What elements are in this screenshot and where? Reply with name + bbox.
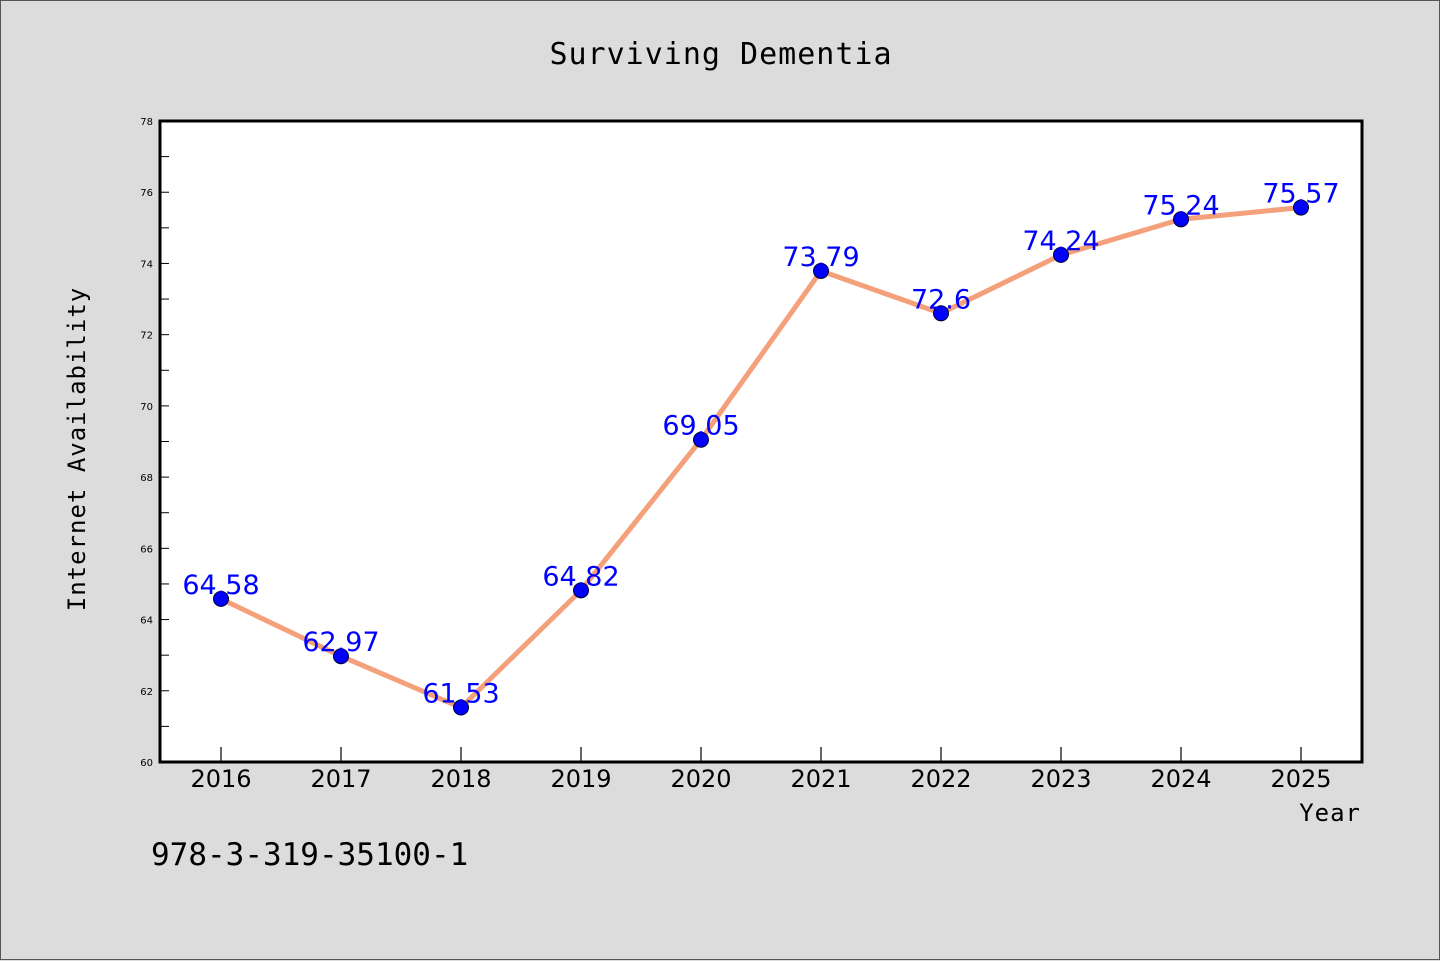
series-line <box>218 205 1304 711</box>
data-label: 61.53 <box>422 679 499 710</box>
y-tick-label: 70 <box>140 402 153 413</box>
x-axis-label: Year <box>1299 799 1361 827</box>
data-label: 75.24 <box>1142 190 1219 221</box>
y-tick-label: 60 <box>140 758 153 769</box>
chart-title: Surviving Dementia <box>549 37 892 72</box>
x-tick-label: 2020 <box>670 765 731 793</box>
y-tick-label: 76 <box>140 188 153 199</box>
data-point <box>1173 211 1189 228</box>
data-point <box>1293 199 1309 216</box>
y-tick-label: 66 <box>140 544 153 555</box>
data-label: 74.24 <box>1022 226 1099 257</box>
y-tick-label: 74 <box>140 259 153 270</box>
x-tick-label: 2023 <box>1030 765 1091 793</box>
data-point <box>453 699 469 716</box>
data-point <box>213 590 229 607</box>
x-tick-label: 2024 <box>1150 765 1211 793</box>
data-label: 69.05 <box>662 411 739 442</box>
data-point <box>333 648 349 665</box>
y-tick-label: 68 <box>140 473 153 484</box>
y-tick-label: 78 <box>140 117 153 128</box>
y-tick-label: 72 <box>140 331 153 342</box>
data-label: 64.82 <box>542 561 619 592</box>
x-tick-label: 2017 <box>310 765 371 793</box>
data-point <box>573 582 589 599</box>
y-tick-label: 64 <box>140 616 153 627</box>
y-axis: 60 62 64 66 68 70 72 74 76 78 <box>140 117 169 769</box>
x-tick-label: 2021 <box>790 765 851 793</box>
x-axis: 2016 2017 2018 2019 2020 2021 2022 2023 2024 2025 <box>190 747 1332 793</box>
footer-isbn-text: 978-3-319-35100-1 <box>151 837 468 873</box>
x-tick-label: 2018 <box>430 765 491 793</box>
plot-area <box>158 119 1364 764</box>
x-tick-label: 2019 <box>550 765 611 793</box>
data-label: 72.6 <box>911 284 971 315</box>
data-point <box>1053 246 1069 263</box>
data-label: 73.79 <box>782 242 859 273</box>
data-point <box>933 305 949 322</box>
data-point <box>693 431 709 448</box>
data-label: 75.57 <box>1262 179 1339 210</box>
x-tick-label: 2022 <box>910 765 971 793</box>
series-layer: 64.58 62.97 61.53 64.82 69.05 73.79 72.6 74.24 7… <box>182 179 1340 716</box>
y-tick-label: 62 <box>140 687 153 698</box>
x-tick-label: 2016 <box>190 765 251 793</box>
data-label: 64.58 <box>182 570 259 601</box>
data-label: 62.97 <box>302 627 379 658</box>
y-axis-label: Internet Availability <box>63 287 91 611</box>
data-point <box>813 262 829 279</box>
x-tick-label: 2025 <box>1270 765 1331 793</box>
